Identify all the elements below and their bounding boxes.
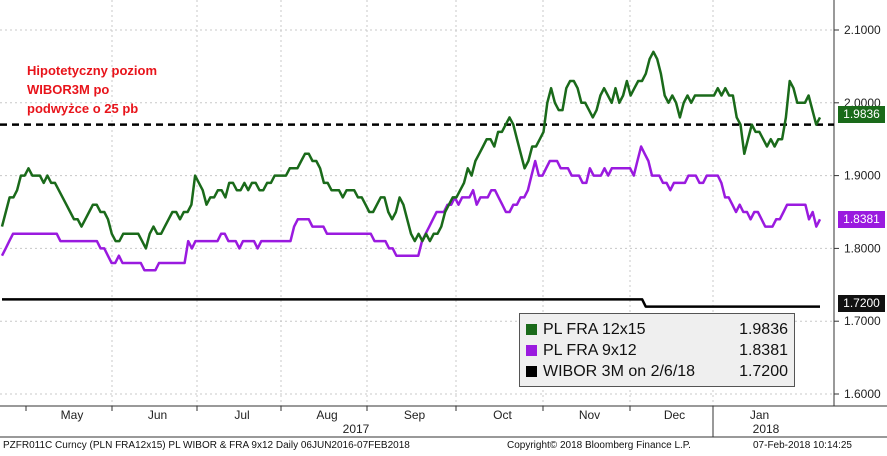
legend-label: PL FRA 9x12 (543, 341, 637, 359)
month-label: Jan (750, 408, 769, 422)
y-tick-label: 1.8000 (844, 241, 881, 255)
legend-label: WIBOR 3M on 2/6/18 (543, 362, 696, 380)
month-label: Aug (316, 408, 337, 422)
month-label: Oct (493, 408, 512, 422)
series-line-2 (0, 145, 822, 272)
x-axis: May Jun Jul Aug Sep Oct Nov Dec Jan 2017 2018 (0, 405, 887, 438)
month-label: Jun (148, 408, 167, 422)
legend-value: 1.9836 (739, 320, 788, 338)
year-label: 2017 (343, 422, 370, 436)
legend-value: 1.7200 (739, 362, 788, 380)
footer-timestamp: 07-Feb-2018 10:14:25 (753, 440, 852, 451)
chart-legend: PL FRA 12x15 1.9836 PL FRA 9x12 1.8381 W… (519, 313, 795, 387)
legend-item-wibor-3m: WIBOR 3M on 2/6/18 1.7200 (526, 361, 788, 382)
series-2-value-badge: 1.8381 (838, 211, 885, 228)
legend-value: 1.8381 (739, 341, 788, 359)
y-tick-label: 1.6000 (844, 387, 881, 401)
month-label: Nov (579, 408, 600, 422)
legend-item-fra-9x12: PL FRA 9x12 1.8381 (526, 340, 788, 361)
series-line-1 (0, 50, 822, 250)
footer-security-info: PZFR011C Curncy (PLN FRA12x15) PL WIBOR … (3, 440, 410, 451)
series-lines (0, 50, 822, 308)
series-3-value-badge: 1.7200 (838, 295, 885, 312)
legend-swatch-purple (526, 345, 537, 356)
legend-item-fra-12x15: PL FRA 12x15 1.9836 (526, 319, 788, 340)
series-line-3 (2, 298, 820, 308)
month-label: Sep (404, 408, 426, 422)
legend-label: PL FRA 12x15 (543, 320, 646, 338)
annotation-line-3: podwyżce o 25 pb (27, 101, 138, 116)
annotation-line-1: Hipotetyczny poziom (27, 63, 157, 78)
y-tick-label: 2.1000 (844, 23, 881, 37)
legend-swatch-black (526, 366, 537, 377)
legend-swatch-green (526, 324, 537, 335)
month-label: Dec (664, 408, 685, 422)
month-label: Jul (234, 408, 249, 422)
y-tick-label: 1.7000 (844, 314, 881, 328)
footer-copyright: Copyright© 2018 Bloomberg Finance L.P. (507, 440, 691, 451)
month-label: May (61, 408, 84, 422)
year-label: 2018 (753, 422, 780, 436)
y-tick-label: 1.9000 (844, 169, 881, 183)
series-1-value-badge: 1.9836 (838, 106, 885, 123)
annotation-line-2: WIBOR3M po (27, 82, 109, 97)
